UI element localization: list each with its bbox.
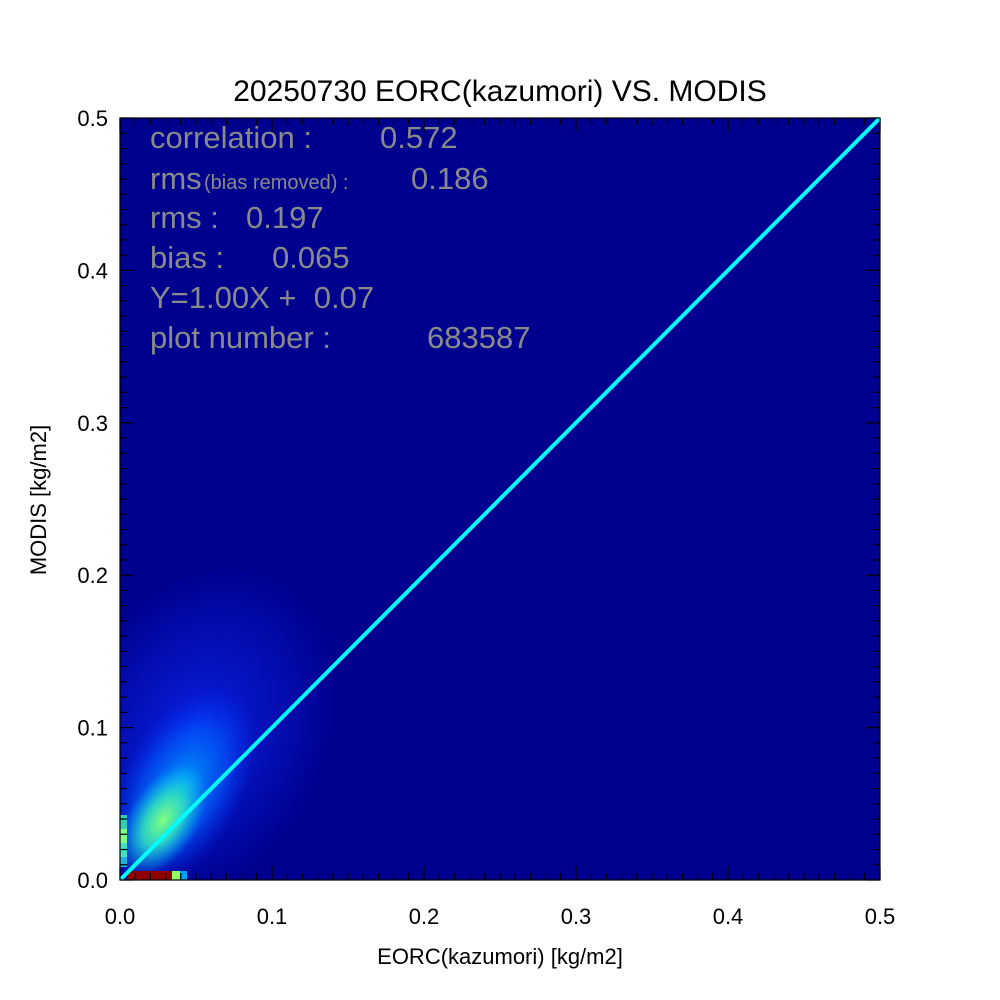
plot-border xyxy=(119,117,881,881)
stat-rms-bias-removed-sublabel: (bias removed) : xyxy=(204,172,349,194)
stats-annotation: correlation : 0.572 rms (bias removed) :… xyxy=(150,120,530,355)
x-tick-labels: 0.0 0.1 0.2 0.3 0.4 0.5 xyxy=(105,904,896,929)
stat-regression: Y=1.00X + 0.07 xyxy=(150,280,374,315)
y-tick-label: 0.0 xyxy=(77,868,108,893)
stat-rms-bias-removed-label: rms xyxy=(150,161,202,196)
x-tick-label: 0.0 xyxy=(105,904,136,929)
y-tick-label: 0.4 xyxy=(77,258,108,283)
stat-plot-number-label: plot number : xyxy=(150,320,331,355)
x-tick-label: 0.1 xyxy=(257,904,288,929)
stat-correlation-label: correlation : xyxy=(150,120,312,155)
stat-bias-label: bias : xyxy=(150,240,224,275)
reference-line xyxy=(118,116,882,882)
density-core xyxy=(120,764,208,876)
density-left-edge-cell xyxy=(120,829,127,843)
x-tick-label: 0.2 xyxy=(409,904,440,929)
stat-rms-bias-removed-value: 0.186 xyxy=(411,161,489,196)
chart-title: 20250730 EORC(kazumori) VS. MODIS xyxy=(233,75,767,108)
stat-bias-value: 0.065 xyxy=(272,240,350,275)
x-tick-label: 0.3 xyxy=(561,904,592,929)
stat-correlation-value: 0.572 xyxy=(380,120,458,155)
stat-rms-label: rms : xyxy=(150,200,219,235)
y-tick-label: 0.2 xyxy=(77,563,108,588)
y-tick-labels: 0.0 0.1 0.2 0.3 0.4 0.5 xyxy=(77,106,108,893)
y-axis-label: MODIS [kg/m2] xyxy=(26,425,51,575)
x-axis-label: EORC(kazumori) [kg/m2] xyxy=(377,944,623,969)
density-bottom-edge-cell xyxy=(127,871,172,880)
y-tick-label: 0.1 xyxy=(77,716,108,741)
density-bottom-edge-cell xyxy=(180,871,187,880)
density-left-edge-cell xyxy=(120,815,127,829)
y-tick-label: 0.3 xyxy=(77,411,108,436)
density-bottom-edge-cell xyxy=(172,871,180,880)
x-tick-label: 0.4 xyxy=(713,904,744,929)
density-left-edge-cell xyxy=(120,857,127,867)
y-tick-label: 0.5 xyxy=(77,106,108,131)
stat-plot-number-value: 683587 xyxy=(427,320,530,355)
x-tick-label: 0.5 xyxy=(865,904,896,929)
stat-rms-value: 0.197 xyxy=(246,200,324,235)
